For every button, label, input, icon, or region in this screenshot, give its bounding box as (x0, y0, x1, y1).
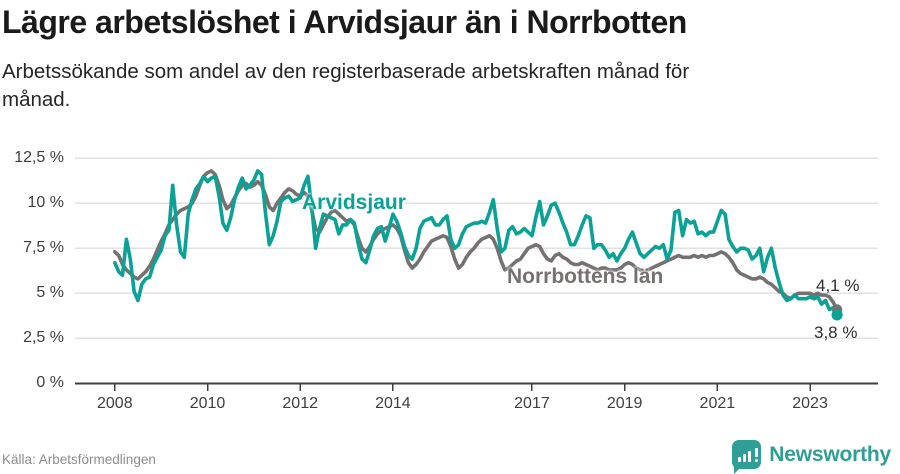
series-label-norrbotten: Norrbottens län (507, 265, 664, 288)
chart-subtitle: Arbetssökande som andel av den registerb… (2, 58, 689, 114)
series-label-arvidsjaur: Arvidsjaur (302, 191, 406, 214)
x-axis-tick-label: 2021 (699, 395, 736, 412)
mini-bar-chart-icon (738, 448, 759, 462)
end-value-label-norrbotten: 4,1 % (816, 276, 860, 295)
exclamation-icon (755, 448, 759, 462)
y-axis-tick-label: 10 % (27, 194, 64, 212)
source-note: Källa: Arbetsförmedlingen (2, 452, 156, 467)
y-axis-tick-label: 12,5 % (14, 149, 64, 167)
newsworthy-wordmark: Newsworthy (769, 442, 891, 466)
chart-bubble-icon (732, 440, 762, 474)
series-end-dot-0 (831, 309, 843, 321)
page-title: Lägre arbetslöshet i Arvidsjaur än i Nor… (2, 4, 687, 40)
subtitle-line-2: månad. (2, 88, 71, 111)
end-value-label-arvidsjaur: 3,8 % (814, 323, 858, 342)
y-axis-tick-label: 5 % (36, 284, 64, 302)
series-end-dot-1 (831, 304, 843, 315)
x-axis-tick-label: 2017 (514, 395, 550, 412)
y-axis-tick-label: 7,5 % (23, 239, 64, 257)
x-axis-tick-label: 2012 (282, 395, 318, 412)
newsworthy-logo: Newsworthy (732, 440, 891, 474)
y-axis-tick-label: 0 % (36, 374, 64, 392)
series-line-1 (113, 169, 839, 312)
bubble-tail (734, 467, 742, 474)
x-axis-tick-label: 2019 (606, 395, 643, 412)
subtitle-line-1: Arbetssökande som andel av den registerb… (2, 60, 690, 83)
x-axis-tick-label: 2014 (375, 395, 411, 412)
y-axis-tick-label: 2,5 % (23, 329, 64, 347)
x-axis-tick-label: 2010 (189, 395, 226, 412)
x-axis-tick-label: 2008 (97, 395, 133, 412)
x-axis-tick-label: 2023 (792, 395, 828, 412)
series-line-0 (113, 169, 839, 317)
